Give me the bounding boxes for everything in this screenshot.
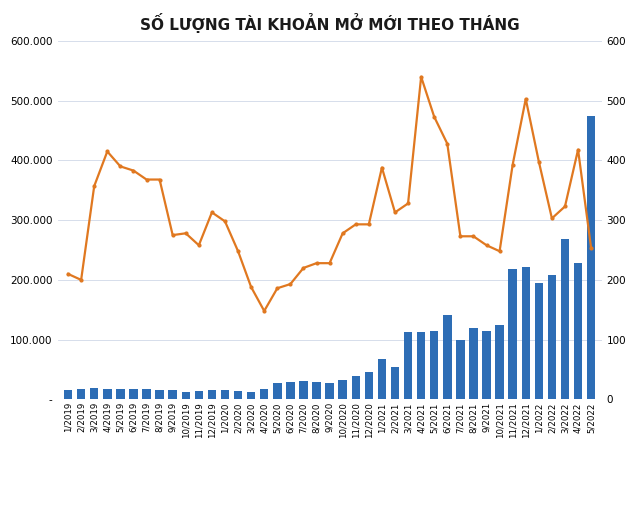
NĐTNN (234, 248, 242, 254)
NĐTNN (365, 221, 372, 227)
Bar (443, 314, 452, 399)
NĐTNN (588, 245, 595, 251)
Bar (273, 383, 282, 399)
Bar (260, 389, 268, 399)
Bar (103, 389, 111, 399)
NĐTNN (326, 260, 333, 266)
NĐTNN (104, 148, 111, 155)
Bar (548, 274, 556, 399)
NĐTNN (247, 284, 255, 290)
NĐTNN (300, 265, 307, 271)
Bar (534, 284, 543, 399)
Bar (508, 268, 517, 399)
Bar (430, 331, 438, 399)
NĐTNN (522, 96, 529, 102)
Bar (417, 332, 426, 399)
Bar (156, 390, 164, 399)
NĐTNN (156, 177, 163, 183)
NĐTNN (182, 230, 189, 237)
Bar (495, 325, 504, 399)
Bar (299, 381, 308, 399)
NĐTNN (496, 248, 504, 254)
Bar (391, 367, 399, 399)
NĐTNN (470, 233, 477, 240)
Bar (456, 340, 465, 399)
Bar (574, 263, 582, 399)
NĐTNN (417, 74, 425, 80)
NĐTNN (273, 285, 281, 291)
Bar (339, 380, 347, 399)
Bar (64, 390, 72, 399)
Bar (90, 388, 99, 399)
Bar (312, 382, 321, 399)
NĐTNN (208, 209, 216, 216)
Bar (404, 332, 412, 399)
Bar (77, 389, 85, 399)
NĐTNN (378, 164, 386, 170)
Line: NĐTNN: NĐTNN (67, 75, 593, 312)
Bar (221, 390, 229, 399)
NĐTNN (77, 277, 85, 283)
NĐTNN (90, 183, 98, 189)
Bar (351, 376, 360, 399)
NĐTNN (391, 209, 399, 216)
Bar (522, 267, 530, 399)
NĐTNN (221, 218, 229, 224)
NĐTNN (116, 163, 124, 169)
NĐTNN (130, 167, 138, 174)
Bar (378, 359, 386, 399)
Bar (116, 389, 125, 399)
NĐTNN (195, 242, 203, 248)
NĐTNN (143, 177, 150, 183)
Bar (325, 382, 334, 399)
Bar (587, 116, 595, 399)
NĐTNN (548, 215, 556, 221)
Bar (561, 239, 569, 399)
Bar (469, 328, 477, 399)
Bar (142, 389, 151, 399)
Bar (483, 331, 491, 399)
Bar (207, 390, 216, 399)
Bar (286, 382, 294, 399)
Bar (234, 391, 243, 399)
NĐTNN (169, 232, 177, 238)
Bar (247, 392, 255, 399)
NĐTNN (483, 242, 490, 248)
NĐTNN (444, 141, 451, 147)
Bar (129, 389, 138, 399)
NĐTNN (535, 159, 543, 165)
Title: SỐ LƯỢNG TÀI KHOẢN MỞ MỚI THEO THÁNG: SỐ LƯỢNG TÀI KHOẢN MỞ MỚI THEO THÁNG (140, 13, 520, 33)
NĐTNN (339, 230, 346, 237)
Bar (182, 392, 190, 399)
NĐTNN (430, 114, 438, 120)
NĐTNN (456, 233, 464, 240)
NĐTNN (561, 203, 569, 209)
NĐTNN (352, 221, 360, 227)
NĐTNN (404, 200, 412, 206)
NĐTNN (260, 308, 268, 314)
NĐTNN (287, 281, 294, 287)
NĐTNN (509, 162, 516, 168)
NĐTNN (574, 146, 582, 153)
NĐTNN (313, 260, 321, 266)
NĐTNN (64, 271, 72, 277)
Bar (195, 391, 203, 399)
Bar (365, 372, 373, 399)
Bar (168, 390, 177, 399)
